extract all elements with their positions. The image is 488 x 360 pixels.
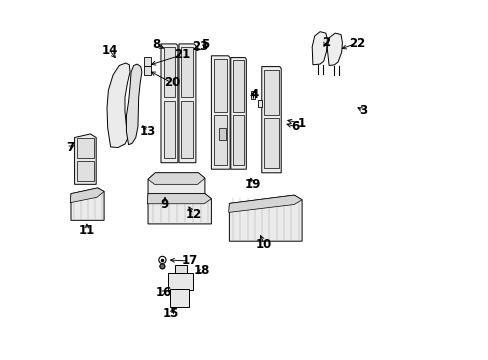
Polygon shape bbox=[261, 67, 281, 173]
Polygon shape bbox=[163, 101, 175, 158]
Text: 23: 23 bbox=[192, 40, 208, 53]
Text: 21: 21 bbox=[174, 48, 190, 61]
Text: 19: 19 bbox=[244, 178, 260, 191]
Polygon shape bbox=[161, 44, 178, 163]
Polygon shape bbox=[179, 44, 196, 163]
Text: 18: 18 bbox=[193, 264, 210, 277]
Polygon shape bbox=[147, 194, 211, 204]
Text: 2: 2 bbox=[321, 36, 329, 49]
Polygon shape bbox=[213, 115, 227, 165]
Polygon shape bbox=[230, 58, 246, 169]
Polygon shape bbox=[77, 138, 94, 158]
Polygon shape bbox=[181, 101, 193, 158]
Text: 13: 13 bbox=[140, 125, 156, 138]
Text: 22: 22 bbox=[348, 37, 364, 50]
Polygon shape bbox=[326, 33, 342, 66]
Polygon shape bbox=[264, 70, 279, 115]
Text: 4: 4 bbox=[249, 88, 258, 101]
Text: 10: 10 bbox=[256, 238, 272, 251]
Polygon shape bbox=[107, 63, 130, 148]
Polygon shape bbox=[211, 56, 230, 169]
Polygon shape bbox=[143, 66, 151, 75]
Circle shape bbox=[160, 264, 164, 269]
Polygon shape bbox=[70, 188, 104, 203]
Polygon shape bbox=[258, 100, 261, 107]
Polygon shape bbox=[143, 57, 151, 66]
Polygon shape bbox=[218, 128, 226, 140]
Text: 15: 15 bbox=[162, 307, 179, 320]
Polygon shape bbox=[232, 60, 244, 112]
Polygon shape bbox=[264, 118, 279, 168]
Text: 11: 11 bbox=[79, 224, 95, 237]
Polygon shape bbox=[148, 173, 204, 184]
Text: 8: 8 bbox=[152, 39, 161, 51]
Polygon shape bbox=[148, 173, 204, 194]
Polygon shape bbox=[77, 161, 94, 181]
Polygon shape bbox=[168, 273, 193, 290]
Text: 14: 14 bbox=[101, 44, 118, 57]
Polygon shape bbox=[75, 134, 96, 184]
Polygon shape bbox=[71, 188, 104, 220]
Polygon shape bbox=[163, 47, 175, 97]
Polygon shape bbox=[126, 64, 142, 145]
Polygon shape bbox=[228, 195, 302, 212]
Polygon shape bbox=[175, 265, 186, 273]
Text: 5: 5 bbox=[201, 39, 209, 51]
Text: 7: 7 bbox=[66, 141, 74, 154]
Text: 6: 6 bbox=[291, 120, 299, 133]
Text: 17: 17 bbox=[181, 255, 198, 267]
Polygon shape bbox=[311, 32, 326, 65]
Polygon shape bbox=[229, 195, 302, 241]
Polygon shape bbox=[213, 59, 227, 112]
Polygon shape bbox=[148, 194, 211, 224]
Polygon shape bbox=[169, 289, 188, 307]
Text: 9: 9 bbox=[160, 198, 168, 211]
Polygon shape bbox=[232, 115, 244, 165]
Text: 12: 12 bbox=[185, 208, 201, 221]
Text: 3: 3 bbox=[359, 104, 366, 117]
Text: 1: 1 bbox=[297, 117, 305, 130]
Polygon shape bbox=[181, 47, 193, 97]
Text: 20: 20 bbox=[163, 76, 180, 89]
Text: 16: 16 bbox=[155, 286, 171, 299]
Polygon shape bbox=[250, 91, 255, 99]
